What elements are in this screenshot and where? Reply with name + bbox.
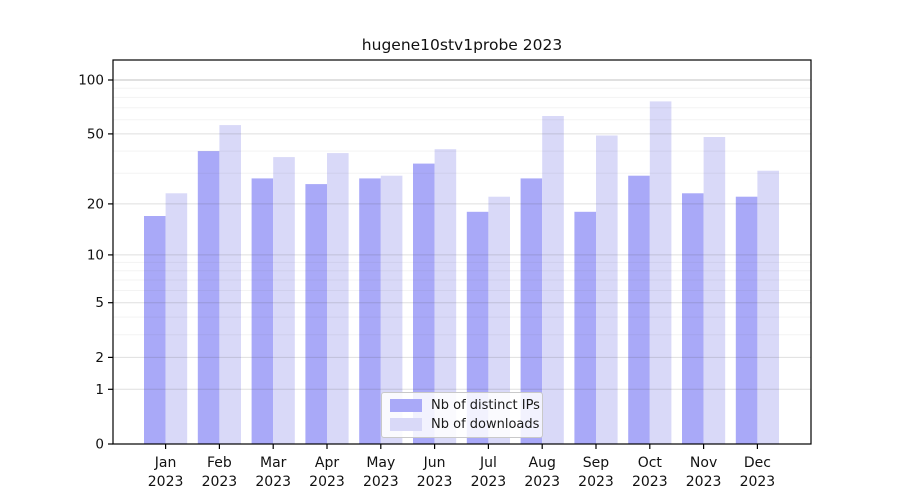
x-tick-label-year: 2023 xyxy=(309,474,345,490)
y-tick-label: 2 xyxy=(95,350,104,366)
bar-downloads-jan xyxy=(165,193,188,444)
x-tick-label-month: Dec xyxy=(744,455,771,471)
x-tick-label-month: Sep xyxy=(583,455,610,471)
legend-label-downloads: Nb of downloads xyxy=(431,417,540,432)
x-tick-label-month: Jul xyxy=(479,455,497,471)
bar-downloads-dec xyxy=(757,170,779,444)
x-tick-label-year: 2023 xyxy=(417,474,453,490)
legend-swatch-distinct-ips xyxy=(390,399,422,412)
bar-distinct-ips-feb xyxy=(197,151,220,444)
x-tick-label-month: May xyxy=(366,455,395,471)
bar-downloads-aug xyxy=(542,116,564,444)
x-tick-label-year: 2023 xyxy=(148,474,184,490)
y-tick-label: 0 xyxy=(95,437,104,453)
bar-distinct-ips-jan xyxy=(144,216,166,444)
bar-distinct-ips-apr xyxy=(305,184,327,444)
bar-distinct-ips-aug xyxy=(520,178,543,444)
x-tick-label-month: Nov xyxy=(690,455,717,471)
legend-swatch-downloads xyxy=(390,418,422,431)
y-tick-label: 5 xyxy=(95,295,104,311)
bar-downloads-sep xyxy=(596,135,618,444)
x-tick-label-year: 2023 xyxy=(524,474,560,490)
legend-item-distinct-ips: Nb of distinct IPs xyxy=(390,398,540,413)
x-tick-label-month: Jun xyxy=(423,455,446,471)
bar-downloads-nov xyxy=(703,137,726,444)
x-tick-label-year: 2023 xyxy=(255,474,291,490)
plot-frame xyxy=(112,59,812,445)
bar-downloads-may xyxy=(380,175,403,444)
x-tick-label-year: 2023 xyxy=(363,474,399,490)
x-tick-label-year: 2023 xyxy=(202,474,238,490)
y-tick-label: 20 xyxy=(87,196,104,212)
bar-downloads-jul xyxy=(488,196,510,444)
bar-distinct-ips-dec xyxy=(735,196,758,444)
bar-distinct-ips-sep xyxy=(574,211,596,444)
chart-title: hugene10stv1probe 2023 xyxy=(361,36,563,54)
x-tick-label-year: 2023 xyxy=(740,474,776,490)
y-tick-label: 100 xyxy=(78,73,104,89)
bar-distinct-ips-oct xyxy=(628,175,650,444)
x-tick-label-month: Mar xyxy=(260,455,287,471)
bar-distinct-ips-mar xyxy=(251,178,274,444)
bar-downloads-jun xyxy=(434,149,457,444)
x-tick-label-month: Feb xyxy=(207,455,232,471)
x-tick-label-year: 2023 xyxy=(632,474,668,490)
x-tick-label-year: 2023 xyxy=(686,474,722,490)
x-tick-label-month: Jan xyxy=(154,455,177,471)
x-tick-label-month: Apr xyxy=(315,455,339,471)
x-tick-label-month: Oct xyxy=(638,455,663,471)
bar-downloads-mar xyxy=(273,157,295,444)
legend-label-distinct-ips: Nb of distinct IPs xyxy=(431,398,540,413)
y-tick-label: 50 xyxy=(87,126,104,142)
legend: Nb of distinct IPs Nb of downloads xyxy=(381,392,543,438)
legend-item-downloads: Nb of downloads xyxy=(390,417,539,432)
bar-distinct-ips-may xyxy=(359,178,381,444)
y-tick-label: 10 xyxy=(87,247,104,263)
bar-downloads-oct xyxy=(649,101,672,445)
bar-distinct-ips-nov xyxy=(682,193,704,444)
x-tick-label-month: Aug xyxy=(529,455,556,471)
bar-downloads-apr xyxy=(327,153,349,444)
bar-distinct-ips-jul xyxy=(466,211,489,444)
x-tick-label-year: 2023 xyxy=(578,474,614,490)
y-tick-label: 1 xyxy=(95,382,104,398)
bar-downloads-feb xyxy=(219,125,241,444)
bar-distinct-ips-jun xyxy=(413,163,435,444)
x-tick-label-year: 2023 xyxy=(471,474,507,490)
